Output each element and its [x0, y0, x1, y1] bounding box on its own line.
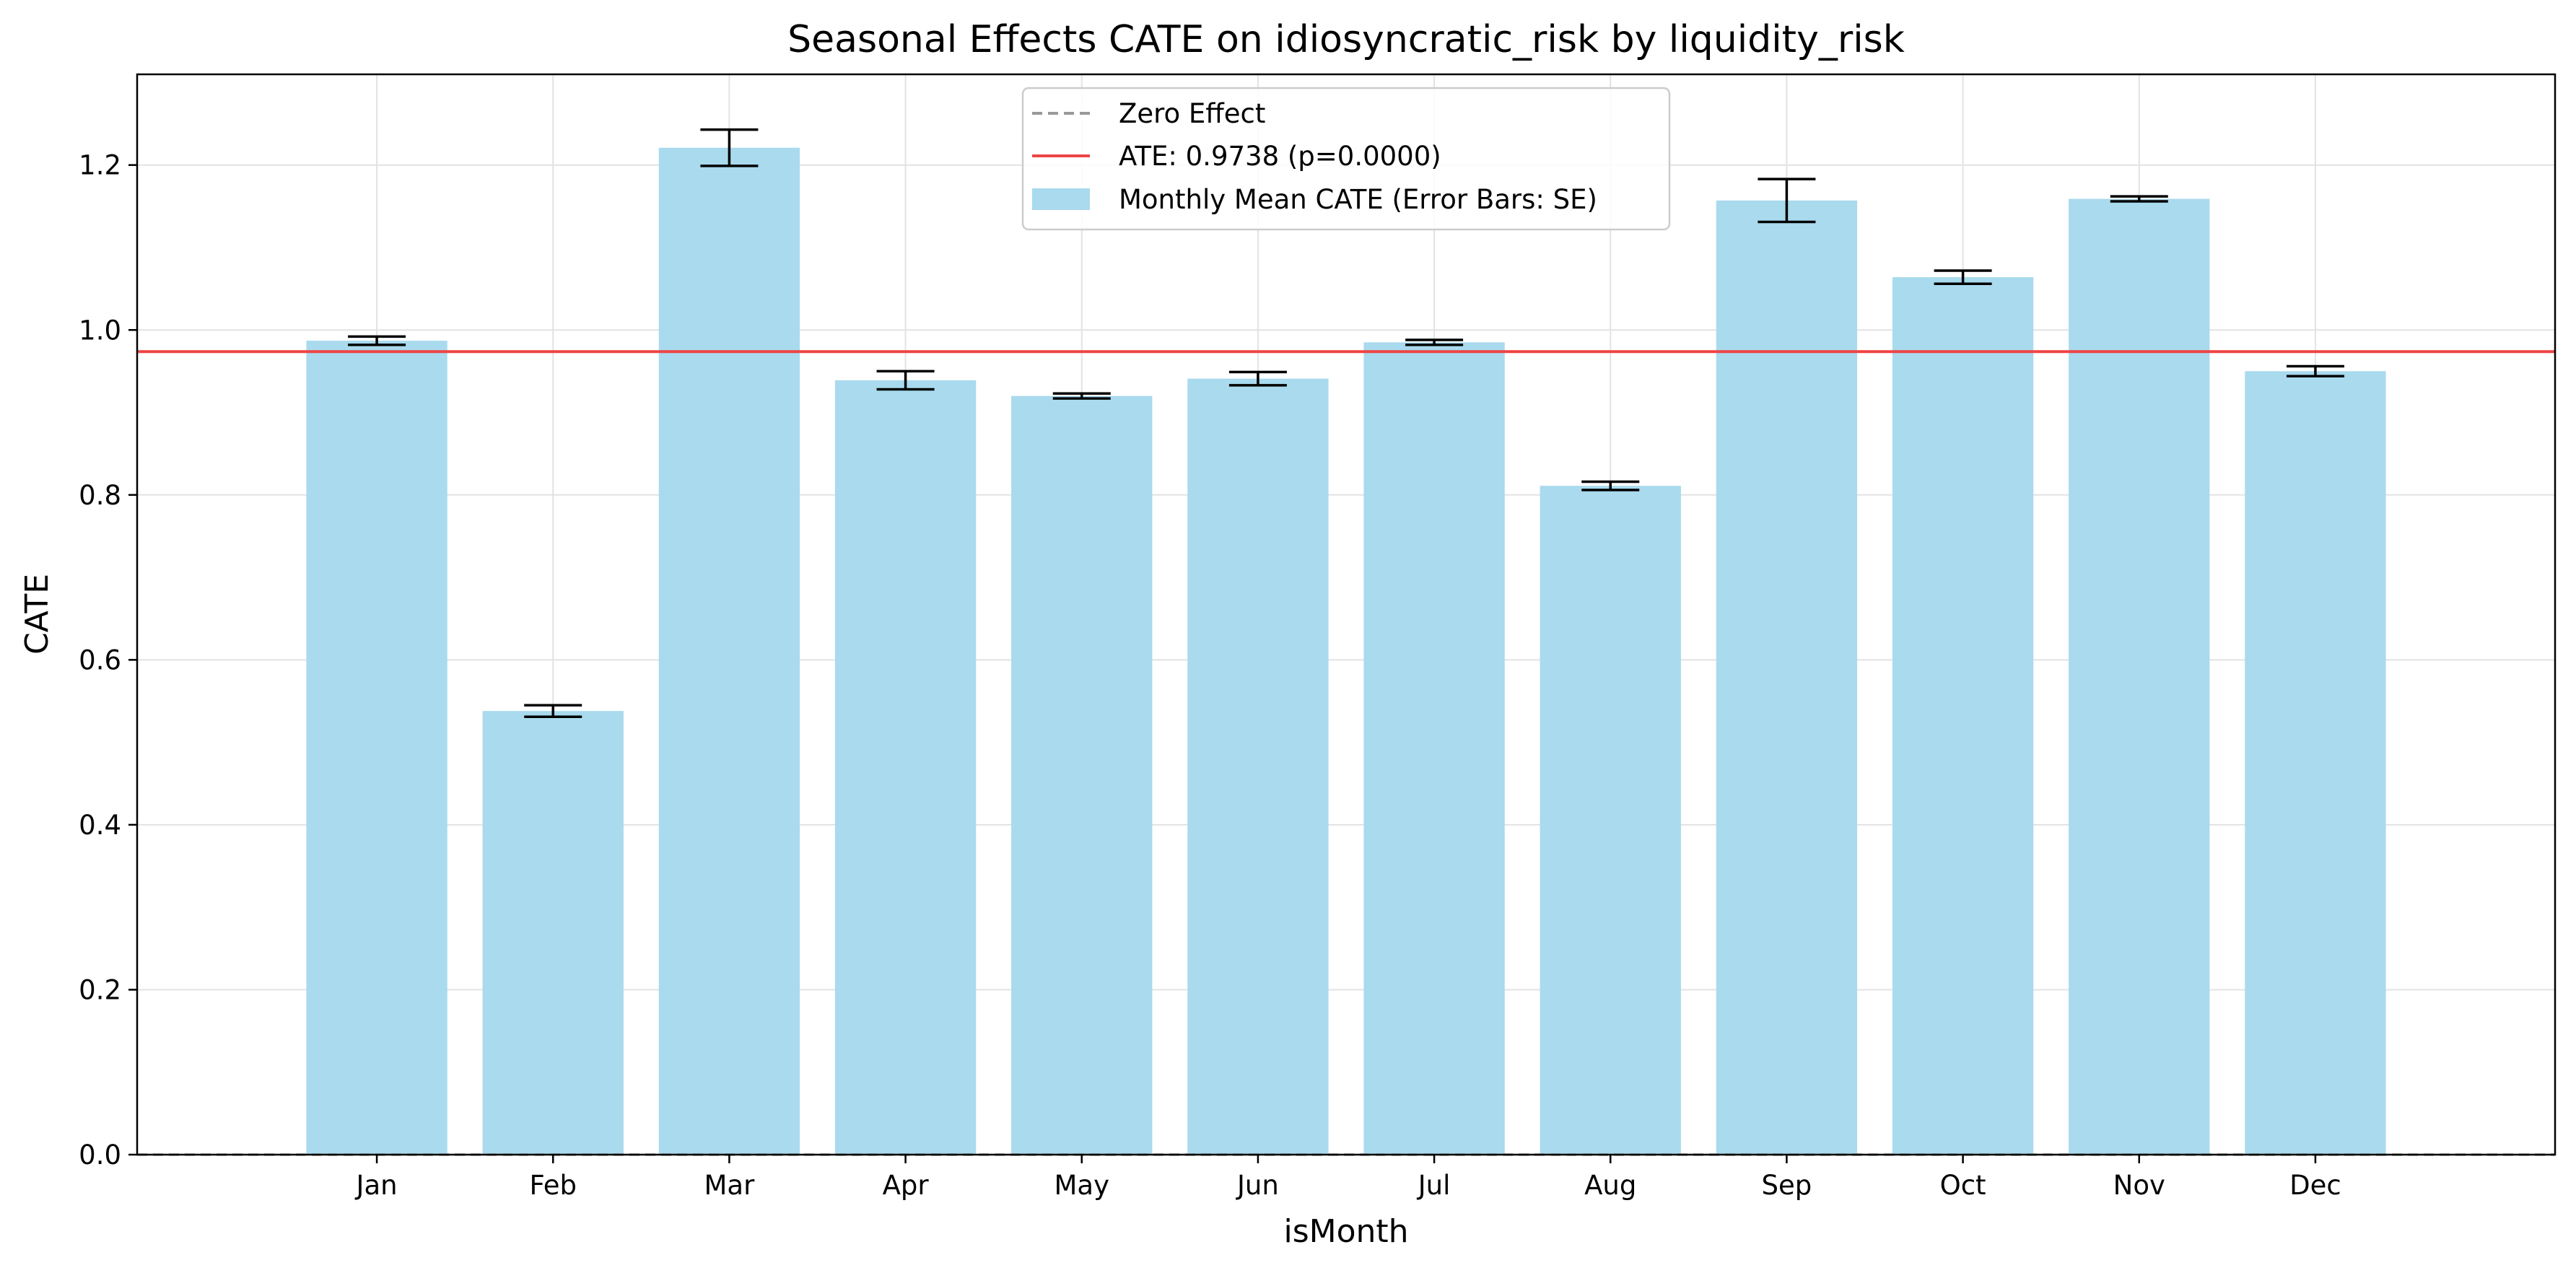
x-tick-label: Oct [1940, 1170, 1986, 1201]
x-tick-label: Apr [883, 1170, 930, 1201]
x-axis-ticks: Jan Feb Mar Apr May Jun Jul Aug Sep Oct Nov Dec [355, 1155, 2341, 1201]
bar-jul [1363, 342, 1505, 1155]
bar-apr [834, 380, 977, 1155]
bar-nov [2069, 198, 2210, 1155]
error-bars [348, 128, 2344, 718]
y-tick-label: 0.4 [79, 810, 121, 841]
x-tick-label: May [1054, 1170, 1109, 1201]
x-tick-label: Mar [704, 1170, 756, 1201]
chart-title: Seasonal Effects CATE on idiosyncratic_r… [787, 18, 1905, 61]
legend-label: Monthly Mean CATE (Error Bars: SE) [1119, 184, 1597, 215]
bar-feb [482, 711, 624, 1155]
legend-swatch-patch [1032, 188, 1090, 210]
bar-sep [1716, 200, 1858, 1155]
y-axis-label: CATE [19, 574, 56, 655]
y-tick-label: 0.0 [79, 1139, 121, 1171]
y-tick-label: 1.0 [79, 315, 121, 346]
x-tick-label: Sep [1762, 1170, 1812, 1201]
x-tick-label: Nov [2113, 1170, 2165, 1201]
bar-jan [306, 341, 447, 1155]
y-tick-label: 0.6 [79, 644, 121, 675]
legend-label: ATE: 0.9738 (p=0.0000) [1119, 141, 1441, 172]
y-tick-label: 1.2 [79, 150, 121, 181]
x-tick-label: Aug [1584, 1170, 1636, 1201]
bar-mar [658, 147, 800, 1155]
bar-jun [1187, 378, 1329, 1155]
y-tick-label: 0.8 [79, 480, 121, 511]
y-tick-label: 0.2 [79, 974, 121, 1005]
bar-dec [2245, 371, 2386, 1155]
x-tick-label: Jul [1417, 1170, 1451, 1201]
bar-aug [1540, 486, 1681, 1155]
x-tick-label: Dec [2289, 1170, 2341, 1201]
legend-label: Zero Effect [1119, 98, 1265, 129]
y-axis-ticks: 0.0 0.2 0.4 0.6 0.8 1.0 1.2 [79, 150, 137, 1171]
bars [306, 147, 2386, 1155]
legend-entries: Zero Effect ATE: 0.9738 (p=0.0000) Monthly… [1032, 98, 1597, 215]
bar-oct [1892, 277, 2034, 1155]
x-tick-label: Jun [1236, 1170, 1279, 1201]
legend: Zero Effect ATE: 0.9738 (p=0.0000) Monthly… [1021, 87, 1671, 231]
x-axis-label: isMonth [1283, 1213, 1408, 1250]
plot-frame [136, 73, 2557, 1156]
bar-may [1011, 395, 1153, 1155]
x-tick-label: Jan [355, 1170, 398, 1201]
legend-box [1021, 87, 1671, 231]
x-tick-label: Feb [529, 1170, 577, 1201]
